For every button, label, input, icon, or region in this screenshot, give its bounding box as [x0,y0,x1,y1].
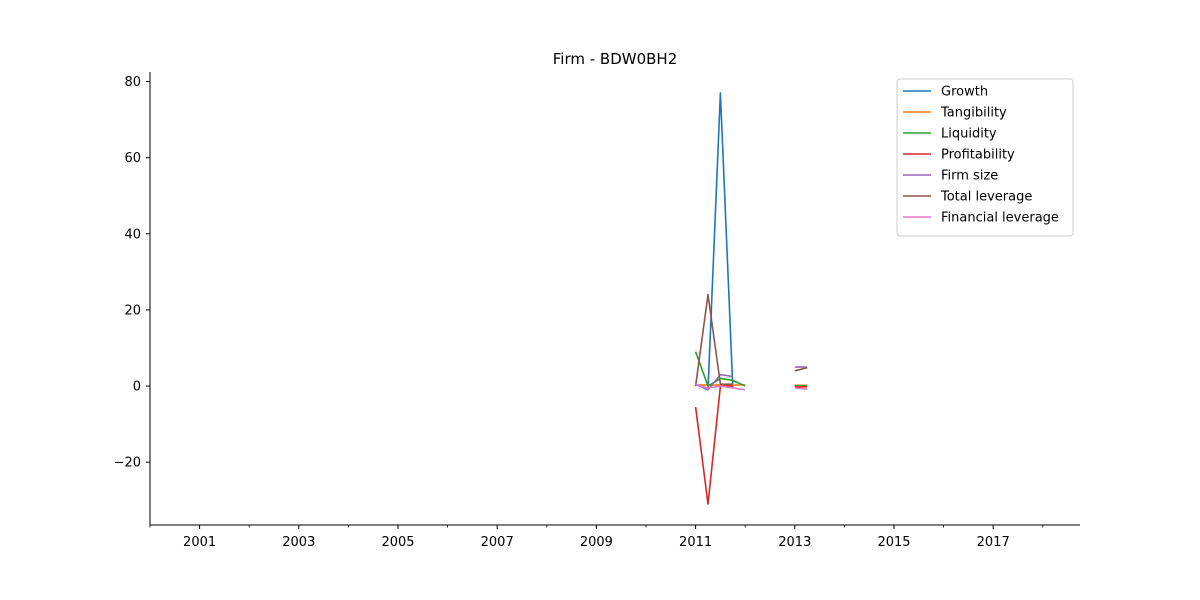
y-tick-label: −20 [114,456,141,471]
x-tick-label: 2009 [580,535,613,550]
series-line-profitability [694,385,808,505]
y-tick-label: 0 [133,380,141,395]
legend-label: Liquidity [941,127,997,142]
legend-label: Tangibility [940,106,1007,121]
y-tick-label: 40 [124,227,141,242]
x-tick-label: 2003 [282,535,315,550]
legend-box [896,78,1074,237]
series-line-growth [707,92,808,390]
series-line-financial-leverage [695,383,808,391]
legend-label: Total leverage [940,190,1032,205]
series-line-total-leverage [694,293,808,387]
legend-label: Financial leverage [941,211,1059,226]
x-tick-label: 2005 [381,535,414,550]
series-line-liquidity [694,351,808,387]
x-tick-label: 2017 [977,535,1010,550]
y-tick-label: 60 [124,151,141,166]
x-tick-label: 2007 [481,535,514,550]
y-tick-label: 20 [124,303,141,318]
y-tick-label: 80 [124,75,141,90]
series-lines [694,92,808,505]
chart-title: Firm - BDW0BH2 [553,50,678,68]
legend-label: Profitability [941,148,1015,163]
x-tick-label: 2015 [877,535,910,550]
legend-label: Firm size [941,169,998,184]
x-tick-label: 2001 [183,535,216,550]
legend-label: Growth [941,85,988,100]
legend: Growth Tangibility Liquidity Profitability F… [896,78,1074,237]
axes: 2001 2003 2005 2007 2009 2011 2013 2015 2017 −20 0… [114,72,1080,550]
x-tick-label: 2011 [679,535,712,550]
series-line-firm-size [695,366,808,391]
x-tick-label: 2013 [778,535,811,550]
